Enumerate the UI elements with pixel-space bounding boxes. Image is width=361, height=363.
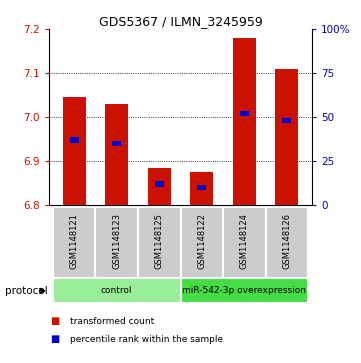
Text: GSM1148123: GSM1148123 bbox=[112, 213, 121, 269]
Text: percentile rank within the sample: percentile rank within the sample bbox=[70, 335, 223, 344]
Bar bbox=[53, 207, 96, 278]
Bar bbox=[180, 207, 223, 278]
Bar bbox=[240, 111, 249, 117]
Text: control: control bbox=[101, 286, 132, 295]
Bar bbox=[282, 118, 291, 123]
Bar bbox=[223, 207, 265, 278]
Bar bbox=[148, 168, 171, 205]
Bar bbox=[275, 69, 299, 205]
Bar bbox=[53, 278, 180, 303]
Bar bbox=[265, 207, 308, 278]
Text: GSM1148124: GSM1148124 bbox=[240, 213, 249, 269]
Bar bbox=[112, 140, 121, 146]
Text: GSM1148121: GSM1148121 bbox=[70, 213, 79, 269]
Bar bbox=[62, 97, 86, 205]
Bar bbox=[197, 185, 206, 190]
Bar bbox=[105, 104, 129, 205]
Bar bbox=[138, 207, 180, 278]
Text: GSM1148126: GSM1148126 bbox=[282, 213, 291, 269]
Text: ■: ■ bbox=[51, 316, 60, 326]
Text: GSM1148122: GSM1148122 bbox=[197, 213, 206, 269]
Bar bbox=[232, 38, 256, 205]
Text: ■: ■ bbox=[51, 334, 60, 344]
Text: transformed count: transformed count bbox=[70, 317, 155, 326]
Text: GSM1148125: GSM1148125 bbox=[155, 213, 164, 269]
Text: miR-542-3p overexpression: miR-542-3p overexpression bbox=[182, 286, 306, 295]
Text: protocol: protocol bbox=[5, 286, 48, 296]
Bar bbox=[155, 181, 164, 187]
Bar bbox=[96, 207, 138, 278]
Title: GDS5367 / ILMN_3245959: GDS5367 / ILMN_3245959 bbox=[99, 15, 262, 28]
Bar bbox=[180, 278, 308, 303]
Bar bbox=[70, 137, 79, 143]
Bar bbox=[190, 172, 213, 205]
